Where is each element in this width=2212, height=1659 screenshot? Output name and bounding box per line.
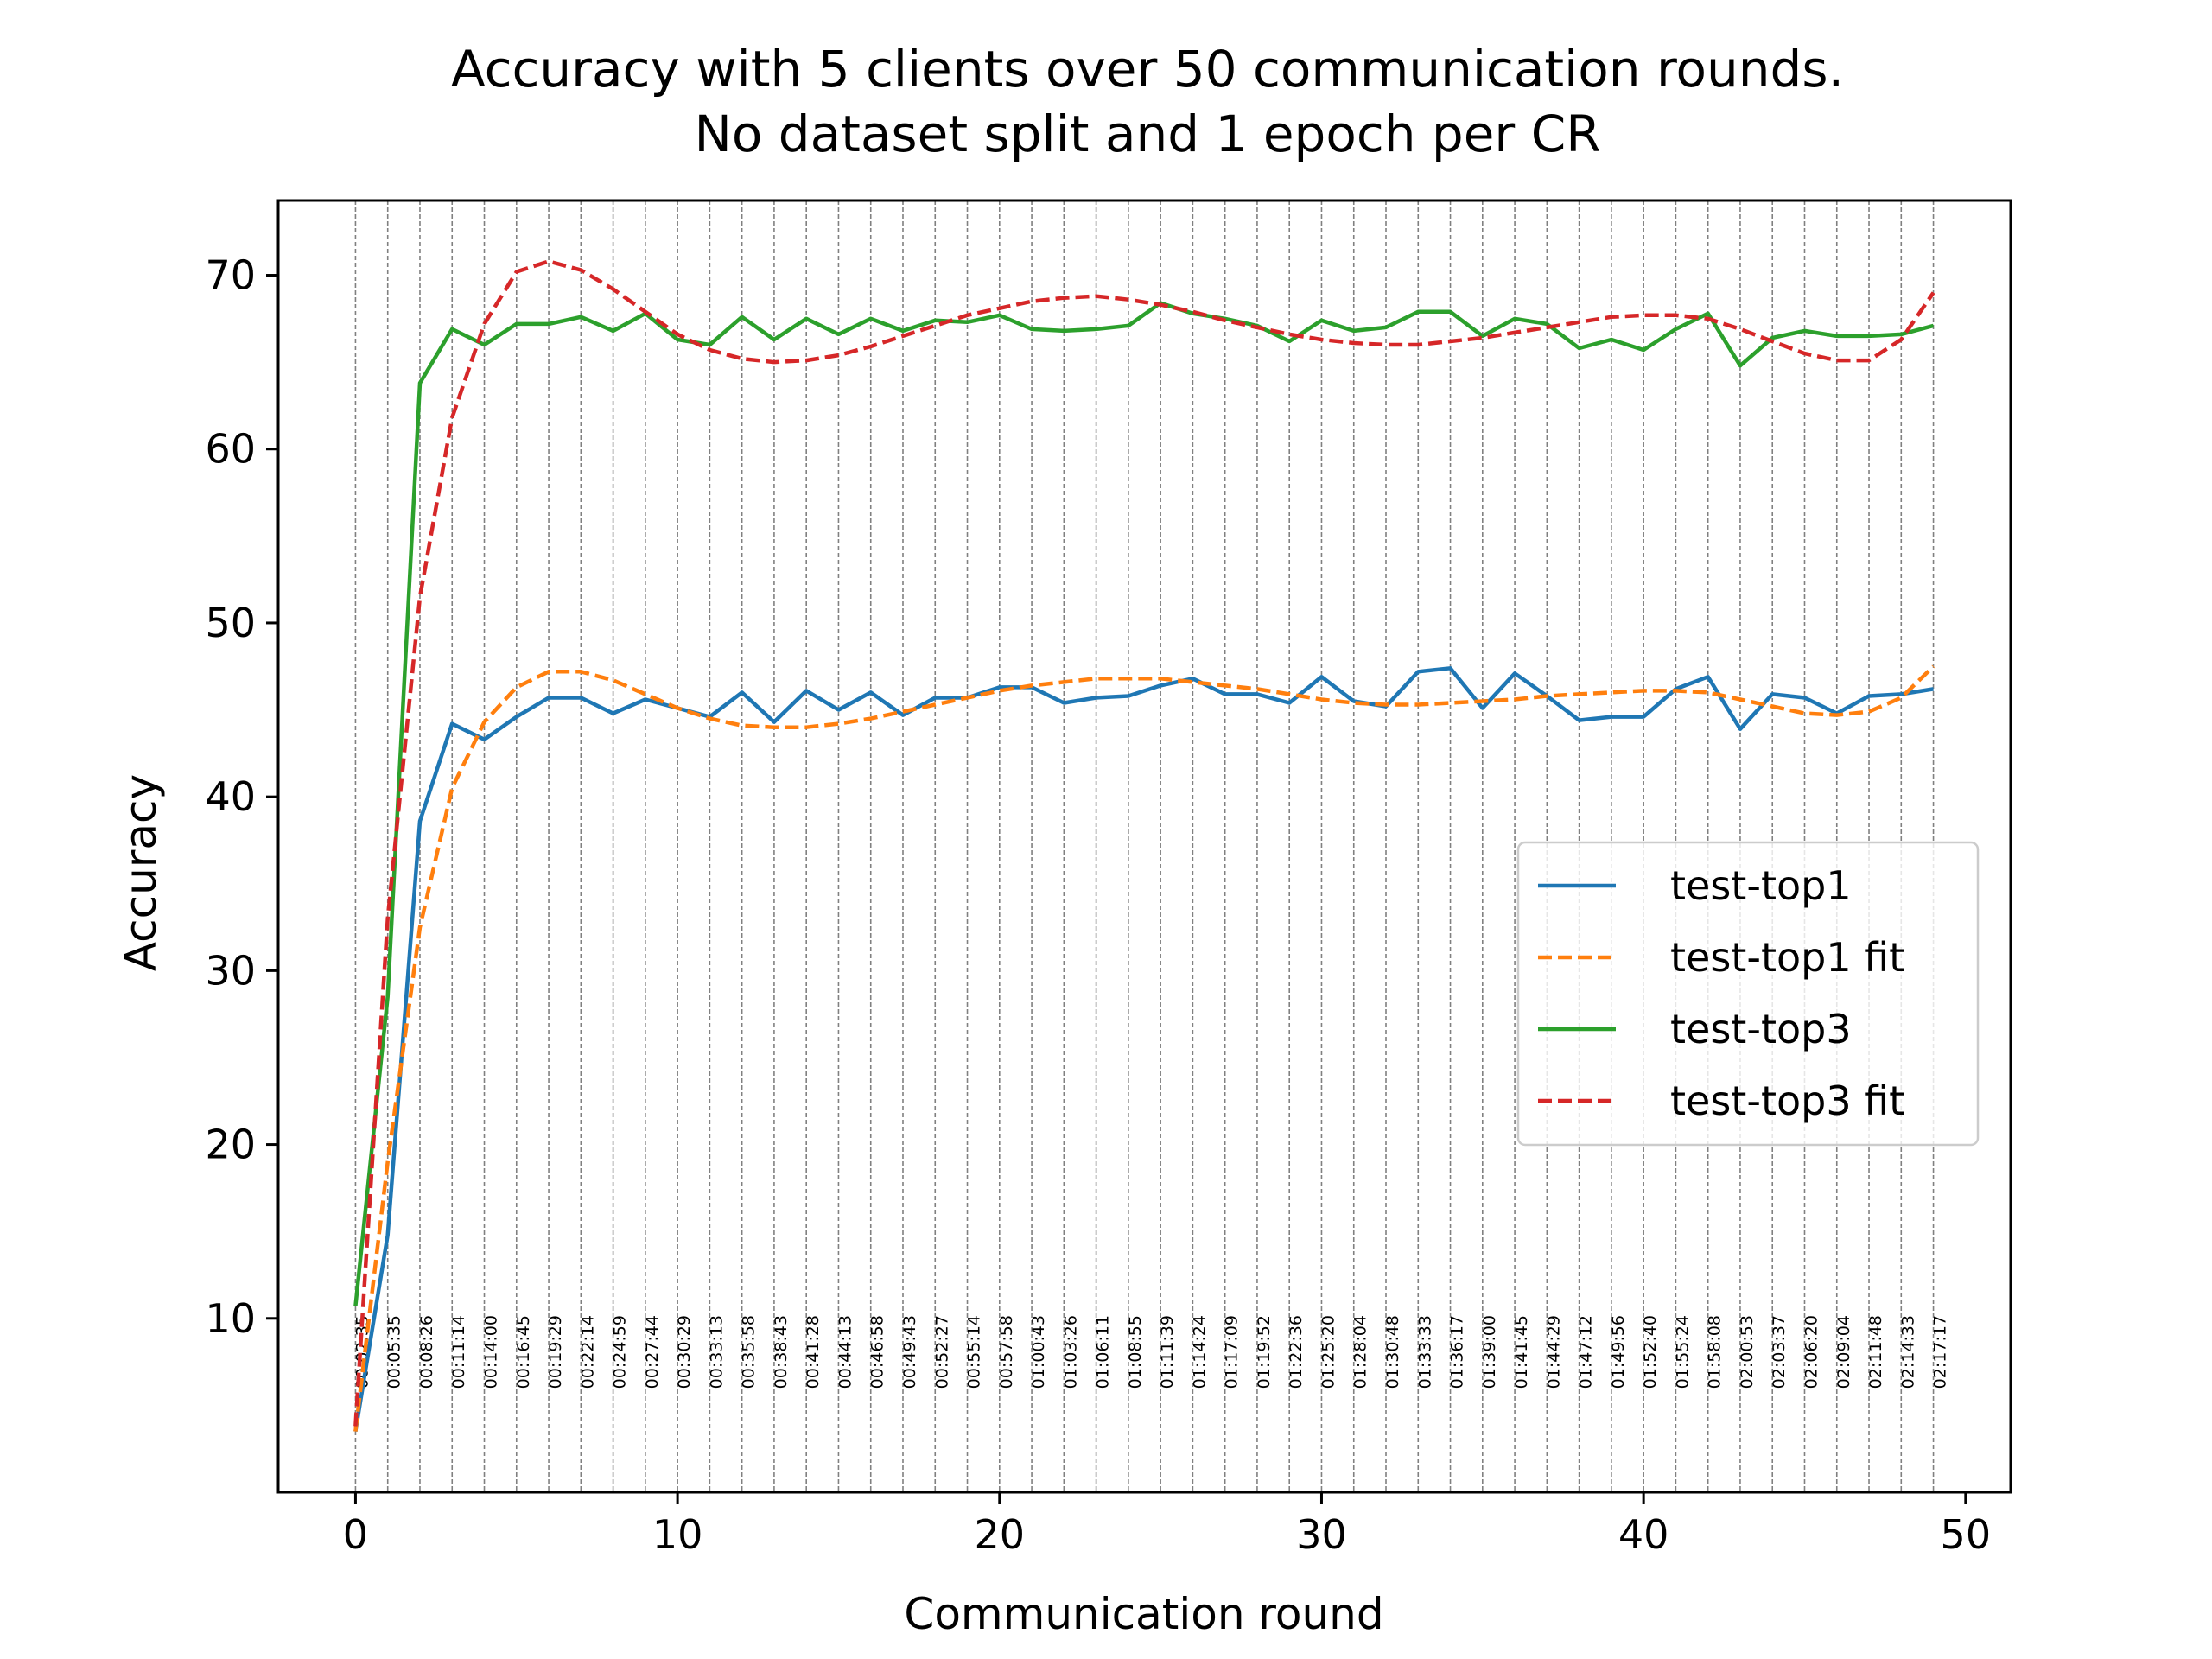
y-axis-ticks: 10 20 30 40 50 60 70: [205, 252, 278, 1342]
y-tick-label: 10: [205, 1295, 256, 1342]
x-axis-ticks: 0 10 20 30 40 50: [343, 1492, 1991, 1558]
round-time-label: 01:25:20: [1319, 1315, 1338, 1389]
round-time-label: 01:41:45: [1512, 1315, 1531, 1389]
round-time-label: 01:30:48: [1383, 1315, 1402, 1389]
round-time-label: 00:27:44: [643, 1315, 662, 1389]
series-line-test-top1: [353, 666, 1934, 1432]
round-time-label: 01:14:24: [1190, 1315, 1209, 1389]
round-time-label: 01:28:04: [1351, 1315, 1370, 1389]
y-tick-label: 70: [205, 252, 256, 299]
round-time-label: 00:55:14: [965, 1315, 984, 1389]
x-tick-label: 10: [652, 1511, 703, 1558]
round-time-label: 01:03:26: [1061, 1315, 1080, 1389]
round-marker-lines: [354, 200, 1935, 1492]
x-tick-label: 50: [1941, 1511, 1992, 1558]
y-tick-label: 50: [205, 600, 256, 646]
y-tick-label: 30: [205, 947, 256, 994]
round-time-label: 01:11:39: [1158, 1315, 1177, 1389]
round-time-label: 00:57:58: [997, 1315, 1016, 1389]
x-tick-label: 40: [1618, 1511, 1669, 1558]
plot-frame: [276, 199, 2012, 1494]
round-time-label: 00:44:13: [836, 1315, 855, 1389]
x-tick-label: 30: [1296, 1511, 1347, 1558]
round-time-label: 01:08:55: [1126, 1315, 1145, 1389]
legend-label: test-top1 fit: [1670, 934, 1904, 981]
x-tick-label: 0: [343, 1511, 368, 1558]
round-time-label: 00:30:29: [675, 1315, 694, 1389]
x-tick-label: 20: [975, 1511, 1026, 1558]
round-time-label: 01:00:43: [1029, 1315, 1048, 1389]
legend-label: test-top1: [1670, 862, 1852, 909]
round-time-label: 00:08:26: [417, 1315, 436, 1389]
round-time-label: 01:49:56: [1609, 1315, 1628, 1389]
round-time-label: 02:09:04: [1834, 1315, 1853, 1389]
round-time-label: 02:17:17: [1931, 1315, 1950, 1389]
round-time-label: 00:24:59: [611, 1315, 630, 1389]
round-time-label: 00:14:00: [482, 1315, 501, 1389]
x-axis-label: Communication round: [904, 1589, 1383, 1639]
chart-title-line-1: Accuracy with 5 clients over 50 communic…: [451, 40, 1844, 99]
round-time-label: 01:22:36: [1287, 1315, 1306, 1389]
y-tick-label: 60: [205, 426, 256, 473]
y-tick-label: 40: [205, 773, 256, 820]
series-layer: [353, 259, 1936, 1432]
round-time-label: 01:52:40: [1641, 1315, 1660, 1389]
round-time-label: 00:46:58: [868, 1315, 887, 1389]
series-line-test-top3-fit: [353, 259, 1936, 1427]
round-time-label: 01:33:33: [1415, 1315, 1434, 1389]
round-time-label: 02:14:33: [1898, 1315, 1917, 1389]
round-time-label: 00:22:14: [578, 1315, 597, 1389]
round-time-label: 01:58:08: [1706, 1315, 1725, 1389]
round-time-label: 02:06:20: [1802, 1315, 1821, 1389]
round-time-label: 00:05:35: [385, 1315, 404, 1389]
y-tick-label: 20: [205, 1122, 256, 1168]
round-time-label: 00:33:13: [707, 1315, 726, 1389]
round-time-label: 00:19:29: [546, 1315, 565, 1389]
round-time-label: 00:16:45: [514, 1315, 533, 1389]
round-time-label: 00:11:14: [449, 1315, 468, 1389]
round-time-label: 00:52:27: [932, 1315, 951, 1389]
round-time-label: 00:35:58: [740, 1315, 759, 1389]
legend-label: test-top3: [1670, 1006, 1852, 1052]
round-time-label: 01:39:00: [1480, 1315, 1499, 1389]
round-time-label: 01:19:52: [1255, 1315, 1274, 1389]
round-time-label: 02:11:48: [1866, 1315, 1885, 1389]
round-time-label: 02:03:37: [1770, 1315, 1789, 1389]
round-time-label: 01:06:11: [1094, 1315, 1113, 1389]
series-line-test-top1-fit: [353, 664, 1936, 1432]
round-time-label: 00:38:43: [772, 1315, 791, 1389]
chart-title-line-2: No dataset split and 1 epoch per CR: [694, 105, 1600, 163]
round-time-label: 01:55:24: [1673, 1315, 1692, 1389]
legend-label: test-top3 fit: [1670, 1077, 1904, 1124]
legend: test-top1 test-top1 fit test-top3 test-top3…: [1516, 841, 1980, 1147]
series-line-test-top3: [353, 301, 1935, 1306]
round-time-labels: 00:02:35 00:05:35 00:08:26 00:11:14 00:14:00…: [353, 1315, 1949, 1389]
round-time-label: 00:49:43: [900, 1315, 919, 1389]
round-time-label: 00:41:28: [804, 1315, 823, 1389]
y-axis-label: Accuracy: [116, 774, 166, 971]
legend-box: [1516, 841, 1980, 1147]
round-time-label: 01:17:09: [1223, 1315, 1242, 1389]
round-time-label: 01:47:12: [1577, 1315, 1596, 1389]
round-time-label: 01:44:29: [1544, 1315, 1563, 1389]
round-time-label: 02:00:53: [1738, 1315, 1757, 1389]
round-time-label: 01:36:17: [1448, 1315, 1467, 1389]
